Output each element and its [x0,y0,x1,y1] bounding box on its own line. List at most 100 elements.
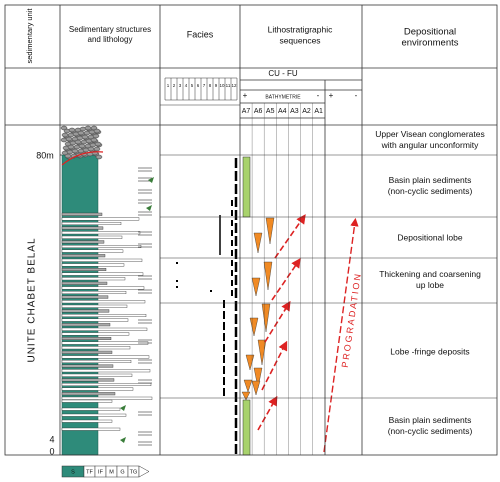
sequence-triangle [251,277,261,297]
sequence-triangle [257,339,267,366]
sequence-triangle [241,391,251,401]
sandstone-bed [61,327,148,331]
environment-label: Thickening and coarsening [379,269,481,279]
facies-number: 7 [203,83,206,88]
environment-label: up lobe [416,280,444,290]
sandstone-bed [61,399,113,403]
sandstone-bed [61,387,134,391]
legend-arrow [138,465,150,478]
environment-label: with angular unconformity [381,140,480,150]
fossil-symbol [120,437,126,443]
sandstone-bed [61,231,141,235]
unconformity [61,151,104,166]
sequence-column: A5 [266,108,275,115]
conglomerate-pebble [68,127,76,133]
sandstone-bed [61,286,145,290]
depth-label: 0 [49,446,54,456]
legend-label: M [109,469,114,475]
header-facies: Facies [187,29,214,39]
sandstone-bed [61,332,130,336]
legend-label: TF [86,469,93,475]
sequence-triangle [253,367,263,389]
header-sequences: sequences [279,35,320,45]
header-unit: sedimentary unit [25,8,34,64]
conglomerate-pebble [90,137,98,143]
sandstone-bed [61,407,121,411]
conglomerate-pebble [64,153,72,159]
facies-number: 2 [173,83,176,88]
conglomerate-pebble [95,154,103,160]
bathymetry: BATHYMETRIE [265,94,301,100]
sandstone-bed [61,427,121,431]
sandstone-bed [61,235,123,239]
facies-number: 8 [209,83,212,88]
environment-label: Basin plain sediments [389,175,472,185]
sandstone-bed [61,272,144,276]
sandstone-bed [61,263,125,267]
green-bar [242,399,251,456]
sandstone-bed [61,217,140,221]
sequence-triangle [243,379,253,393]
conglomerate-pebble [71,148,79,154]
sandstone-bed [61,281,108,285]
sandstone-bed [61,258,143,262]
sandstone-bed [61,341,149,345]
sandstone-bed [61,212,103,216]
sandstone-bed [61,419,113,423]
facies-number: 5 [191,83,194,88]
depth-label: 4 [49,434,54,444]
sandstone-bed [61,337,112,341]
sandstone-bed [61,323,111,327]
header-environments: environments [401,38,458,49]
sequence-triangle [251,380,261,396]
sequence-triangle [265,217,275,245]
sequence-triangle [253,232,263,254]
sandstone-bed [61,350,113,354]
facies-dot [210,290,212,292]
sandstone-bed [61,413,127,417]
fossil-symbol [148,177,154,183]
header-sequences: Lithostratigraphic [268,24,333,34]
sandstone-bed [61,346,131,350]
sandstone-bed [61,277,126,281]
sandstone-bed [61,249,124,253]
conglomerate-pebble [67,144,75,150]
trend-arrow [271,258,301,301]
conglomerate-pebble [77,130,85,136]
facies-dot [176,280,178,282]
sandstone-bed [61,355,150,359]
conglomerate-pebble [74,139,82,145]
legend-label: S [71,469,75,475]
environment-label: Depositional lobe [397,232,462,242]
sandstone-bed [61,254,106,258]
header-lithology: Sedimentary structures [69,25,151,34]
trend-arrow [274,214,306,259]
trend-arrow [257,395,278,431]
facies-number: 3 [179,83,182,88]
sandstone-bed [61,221,122,225]
environment-label: Basin plain sediments [389,415,472,425]
sandstone-bed [61,373,133,377]
header-environments: Depositional [404,27,456,38]
sandstone-bed [61,369,151,373]
facies-dot [176,286,178,288]
green-bar [242,156,251,218]
sequence-column: A7 [242,108,251,115]
outer-plus: + [329,91,334,100]
conglomerate-pebble [81,134,89,140]
facies-number: 9 [215,83,218,88]
fossil-symbol [120,405,126,411]
bathy-minus: - [317,91,320,100]
depth-label: 80m [36,150,54,160]
environment-label: (non-cyclic sediments) [388,186,473,196]
sandstone-bed [61,291,127,295]
trend-arrow [264,300,291,343]
facies-number: 1 [167,83,170,88]
sequence-triangle [261,303,271,333]
progradation-arrow [323,217,359,453]
conglomerate-pebble [94,141,102,147]
sandstone-bed [61,244,142,248]
sandstone-bed [61,314,147,318]
legend-label: TG [130,469,138,475]
legend-label: G [120,469,124,475]
